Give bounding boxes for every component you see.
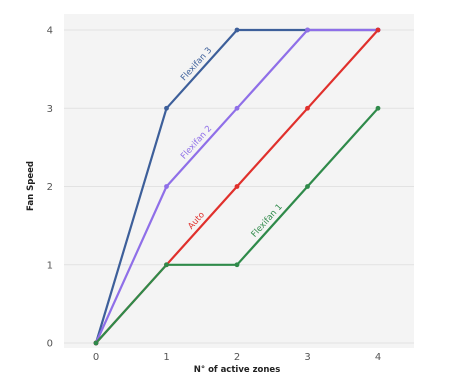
data-point-flexifan-2 [164, 184, 169, 189]
x-tick-label: 2 [234, 352, 240, 363]
data-point-flexifan-3 [164, 105, 169, 111]
data-point-flexifan-1 [234, 262, 240, 268]
x-tick-label: 1 [163, 352, 169, 363]
plot-background [64, 14, 414, 348]
x-tick-label: 0 [93, 352, 99, 363]
data-point-flexifan-1 [164, 262, 169, 268]
x-tick-label: 4 [375, 352, 381, 363]
x-tick-labels: 0 1 2 3 4 [93, 352, 381, 363]
y-tick-label: 2 [47, 182, 53, 193]
data-point-flexifan-2 [234, 105, 240, 111]
data-point-flexifan-1 [305, 184, 310, 189]
data-point-auto [375, 27, 381, 33]
series-points [93, 27, 381, 346]
data-point-flexifan-2 [305, 27, 310, 33]
y-tick-label: 4 [47, 26, 53, 37]
y-tick-label: 0 [47, 339, 53, 350]
y-tick-label: 1 [47, 260, 53, 271]
y-tick-labels: 0 1 2 3 4 [47, 26, 53, 350]
x-tick-label: 3 [304, 352, 310, 363]
data-point-auto [234, 184, 240, 189]
data-point-flexifan-1 [93, 340, 99, 346]
data-point-auto [305, 105, 310, 111]
y-tick-label: 3 [47, 104, 53, 115]
data-point-flexifan-1 [375, 105, 381, 111]
y-axis-label: Fan Speed [26, 161, 36, 211]
data-point-flexifan-3 [234, 27, 240, 33]
x-axis-label: N° of active zones [194, 365, 281, 375]
